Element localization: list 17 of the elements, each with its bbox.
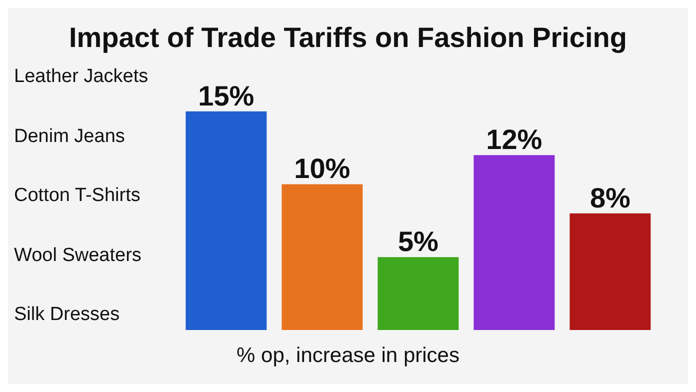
chart-title: Impact of Trade Tariffs on Fashion Pricing xyxy=(68,21,628,54)
data-label: 5% xyxy=(398,226,439,258)
text: Leather Jackets xyxy=(13,66,150,88)
text: Wool Sweaters xyxy=(13,244,142,266)
data-label: 15% xyxy=(198,80,254,112)
data-label: 12% xyxy=(486,124,542,156)
data-label: 8% xyxy=(590,182,631,214)
x-axis-title: % op, increase in prices xyxy=(236,344,460,368)
text: Denim Jeans xyxy=(13,126,126,148)
data-label: 10% xyxy=(294,153,350,184)
bar xyxy=(282,184,363,330)
bar xyxy=(378,257,459,330)
bar xyxy=(474,155,555,330)
bar xyxy=(570,213,651,330)
text: Silk Dresses xyxy=(13,304,121,326)
text: Cotton T-Shirts xyxy=(13,185,142,207)
bar xyxy=(186,111,267,330)
